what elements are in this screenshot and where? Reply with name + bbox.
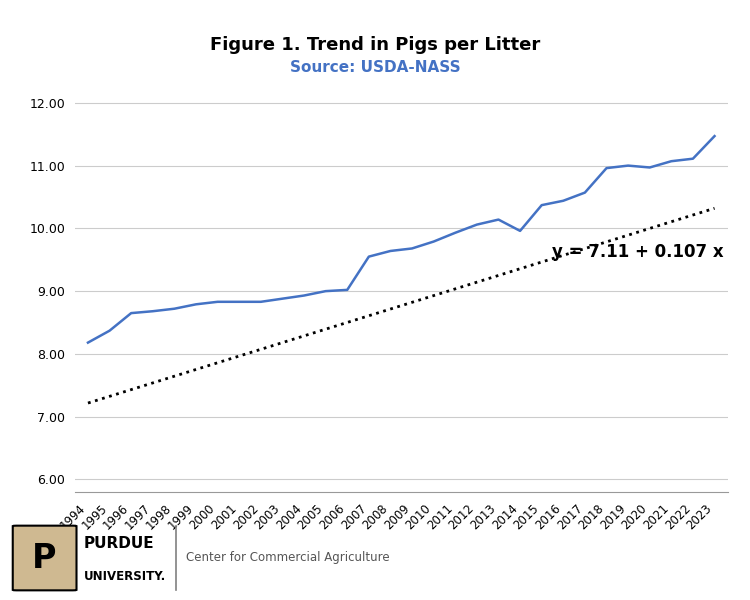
Text: y = 7.11 + 0.107 x: y = 7.11 + 0.107 x xyxy=(553,242,724,260)
Text: Figure 1. Trend in Pigs per Litter: Figure 1. Trend in Pigs per Litter xyxy=(210,36,540,54)
Text: UNIVERSITY.: UNIVERSITY. xyxy=(84,570,166,583)
Text: Source: USDA-NASS: Source: USDA-NASS xyxy=(290,60,460,75)
FancyBboxPatch shape xyxy=(13,526,76,590)
Text: Center for Commercial Agriculture: Center for Commercial Agriculture xyxy=(186,551,390,565)
Text: P: P xyxy=(32,541,56,575)
Text: PURDUE: PURDUE xyxy=(84,536,154,551)
